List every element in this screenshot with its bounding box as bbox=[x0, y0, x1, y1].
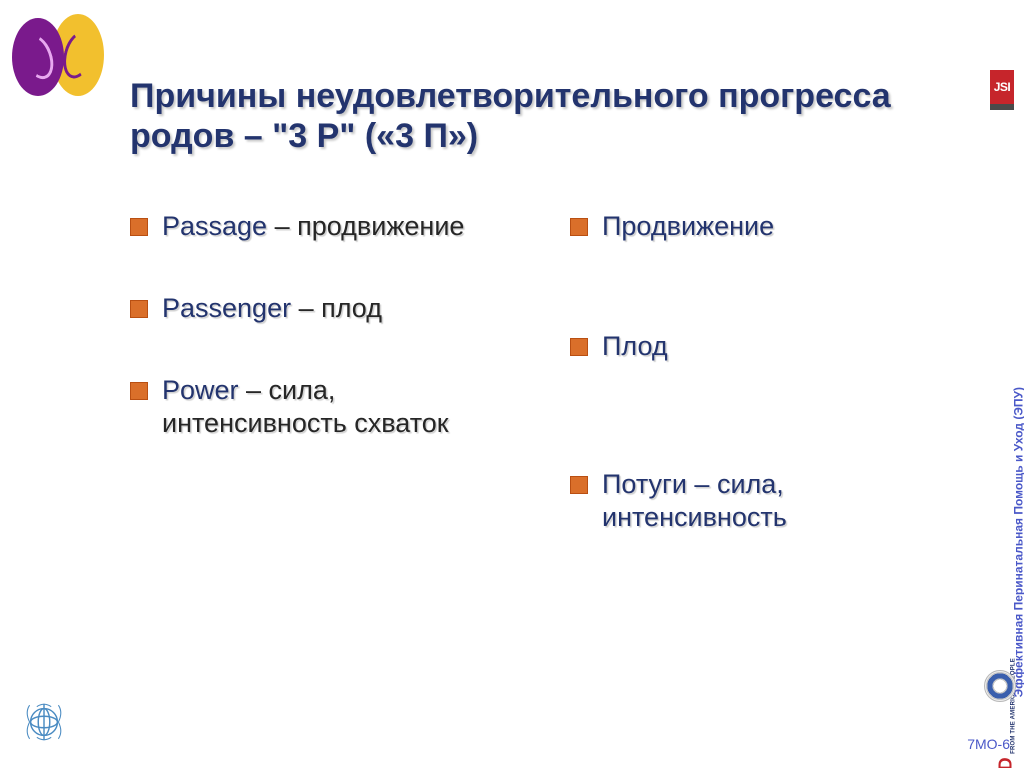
bullet-text: Потуги – сила, интенсивность bbox=[602, 468, 950, 536]
usaid-tagline: FROM THE AMERICAN PEOPLE bbox=[1010, 658, 1016, 754]
bullet-text: Passenger – плод bbox=[162, 292, 520, 326]
right-column: Продвижение Плод Потуги – сила, интенсивно… bbox=[540, 210, 950, 535]
bullet-text: Power – сила, интенсивность схваток bbox=[162, 374, 520, 442]
right-sidebar: JSI Эффективная Перинатальная Помощь и У… bbox=[974, 0, 1024, 768]
who-logo-icon bbox=[20, 698, 68, 746]
usaid-seal-icon bbox=[984, 670, 1016, 702]
slide-number: 7MO-6 bbox=[967, 736, 1010, 752]
bullet-item: Плод bbox=[570, 330, 950, 364]
bullet-square-icon bbox=[130, 218, 148, 236]
slide-title: Причины неудовлетворительного прогресса … bbox=[130, 76, 950, 156]
bullet-item: Power – сила, интенсивность схваток bbox=[130, 374, 520, 442]
logo-oval-purple bbox=[12, 18, 64, 96]
sidebar-vertical-text: Эффективная Перинатальная Помощь и Уход … bbox=[1011, 387, 1024, 697]
bullet-square-icon bbox=[570, 338, 588, 356]
bullet-text: Passage – продвижение bbox=[162, 210, 520, 244]
usaid-wordmark: USAID bbox=[995, 758, 1016, 768]
slide: Причины неудовлетворительного прогресса … bbox=[0, 0, 1024, 768]
left-column: Passage – продвижение Passenger – плод Pow… bbox=[130, 210, 540, 535]
bullet-item: Потуги – сила, интенсивность bbox=[570, 468, 950, 536]
bullet-square-icon bbox=[570, 476, 588, 494]
bullet-square-icon bbox=[130, 382, 148, 400]
bullet-item: Passage – продвижение bbox=[130, 210, 520, 244]
bullet-item: Продвижение bbox=[570, 210, 950, 244]
bullet-text: Плод bbox=[602, 330, 950, 364]
program-logo bbox=[12, 14, 108, 100]
bullet-square-icon bbox=[130, 300, 148, 318]
bullet-square-icon bbox=[570, 218, 588, 236]
content-area: Passage – продвижение Passenger – плод Pow… bbox=[130, 210, 950, 535]
bullet-text: Продвижение bbox=[602, 210, 950, 244]
bullet-item: Passenger – плод bbox=[130, 292, 520, 326]
jsi-badge: JSI bbox=[990, 70, 1014, 110]
